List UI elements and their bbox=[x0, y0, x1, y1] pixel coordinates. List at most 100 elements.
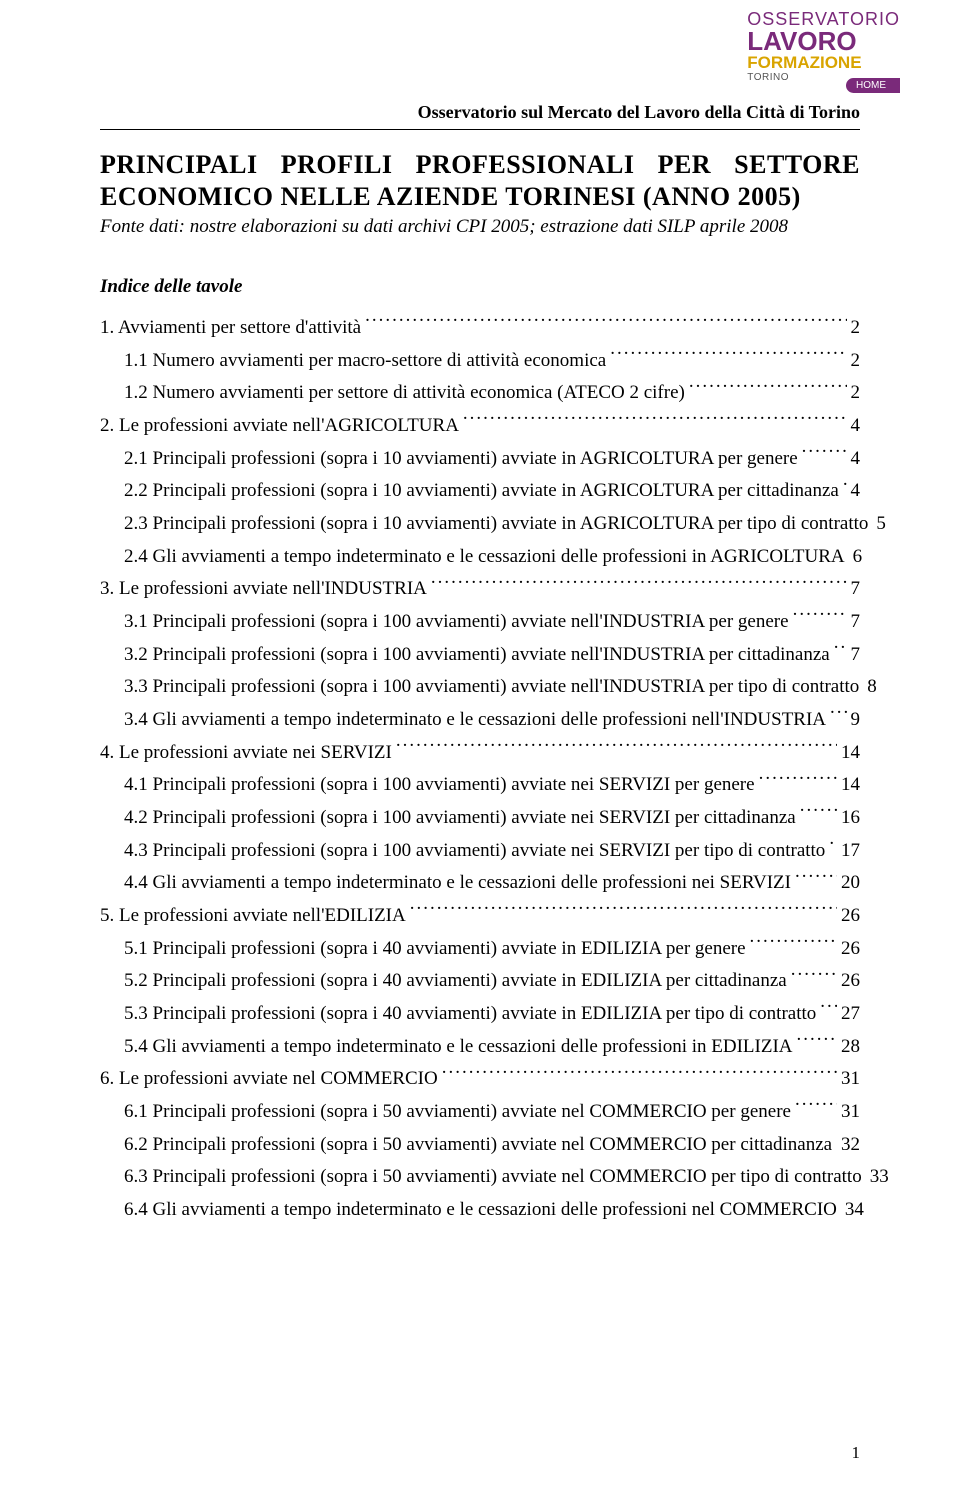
toc-entry[interactable]: 6. Le professioni avviate nel COMMERCIO3… bbox=[100, 1063, 860, 1096]
toc-leader bbox=[793, 608, 847, 627]
page-number: 1 bbox=[852, 1443, 861, 1463]
toc-leader bbox=[802, 445, 847, 464]
toc-entry-page: 33 bbox=[870, 1161, 889, 1194]
toc-entry[interactable]: 5.2 Principali professioni (sopra i 40 a… bbox=[100, 965, 860, 998]
toc-entry[interactable]: 4.4 Gli avviamenti a tempo indeterminato… bbox=[100, 867, 860, 900]
toc-entry-page: 26 bbox=[841, 965, 860, 998]
toc-entry[interactable]: 6.4 Gli avviamenti a tempo indeterminato… bbox=[100, 1194, 860, 1227]
toc-entry-page: 26 bbox=[841, 933, 860, 966]
toc-entry-page: 7 bbox=[851, 573, 861, 606]
toc-entry[interactable]: 3.1 Principali professioni (sopra i 100 … bbox=[100, 606, 860, 639]
toc-leader bbox=[610, 347, 846, 366]
toc-entry-label: 5.4 Gli avviamenti a tempo indeterminato… bbox=[124, 1031, 793, 1064]
toc-entry-label: 1.1 Numero avviamenti per macro-settore … bbox=[124, 345, 606, 378]
logo: OSSERVATORIO LAVORO FORMAZIONE TORINO bbox=[747, 10, 900, 83]
toc-entry-label: 5.3 Principali professioni (sopra i 40 a… bbox=[124, 998, 816, 1031]
toc-entry-label: 2. Le professioni avviate nell'AGRICOLTU… bbox=[100, 410, 459, 443]
toc-leader bbox=[463, 412, 847, 431]
toc-entry[interactable]: 5.1 Principali professioni (sopra i 40 a… bbox=[100, 933, 860, 966]
toc-entry[interactable]: 5. Le professioni avviate nell'EDILIZIA2… bbox=[100, 900, 860, 933]
toc-entry[interactable]: 1.1 Numero avviamenti per macro-settore … bbox=[100, 345, 860, 378]
toc-entry[interactable]: 1. Avviamenti per settore d'attività2 bbox=[100, 312, 860, 345]
toc-entry[interactable]: 3.2 Principali professioni (sopra i 100 … bbox=[100, 639, 860, 672]
page-subheader: Osservatorio sul Mercato del Lavoro dell… bbox=[100, 102, 860, 130]
toc-entry-label: 6.4 Gli avviamenti a tempo indeterminato… bbox=[124, 1194, 837, 1227]
toc-entry-label: 2.1 Principali professioni (sopra i 10 a… bbox=[124, 443, 798, 476]
home-button[interactable]: HOME bbox=[846, 78, 900, 93]
toc-entry-label: 5.1 Principali professioni (sopra i 40 a… bbox=[124, 933, 746, 966]
toc-leader bbox=[795, 1098, 837, 1117]
toc-entry-page: 2 bbox=[851, 312, 861, 345]
toc-entry-label: 4.4 Gli avviamenti a tempo indeterminato… bbox=[124, 867, 791, 900]
toc-leader bbox=[797, 1033, 838, 1052]
toc-leader bbox=[410, 902, 837, 921]
toc-entry-page: 7 bbox=[851, 606, 861, 639]
toc-entry-label: 3. Le professioni avviate nell'INDUSTRIA bbox=[100, 573, 427, 606]
toc-entry-page: 8 bbox=[867, 671, 877, 704]
toc-entry[interactable]: 2.3 Principali professioni (sopra i 10 a… bbox=[100, 508, 860, 541]
toc-entry-label: 3.3 Principali professioni (sopra i 100 … bbox=[124, 671, 859, 704]
toc-entry[interactable]: 6.2 Principali professioni (sopra i 50 a… bbox=[100, 1129, 860, 1162]
toc-entry[interactable]: 4.2 Principali professioni (sopra i 100 … bbox=[100, 802, 860, 835]
source-citation: Fonte dati: nostre elaborazioni su dati … bbox=[100, 216, 860, 238]
toc-entry-page: 14 bbox=[841, 769, 860, 802]
toc-leader bbox=[791, 967, 837, 986]
toc-heading: Indice delle tavole bbox=[100, 276, 860, 298]
toc-leader bbox=[820, 1000, 837, 1019]
toc-entry-page: 31 bbox=[841, 1096, 860, 1129]
toc-entry-page: 7 bbox=[851, 639, 861, 672]
toc-leader bbox=[750, 935, 837, 954]
toc-entry-page: 2 bbox=[851, 377, 861, 410]
toc-entry-label: 2.3 Principali professioni (sopra i 10 a… bbox=[124, 508, 868, 541]
toc-entry-label: 4.3 Principali professioni (sopra i 100 … bbox=[124, 835, 825, 868]
toc-leader bbox=[431, 575, 847, 594]
toc-entry-page: 20 bbox=[841, 867, 860, 900]
toc-entry-page: 27 bbox=[841, 998, 860, 1031]
toc-entry-page: 9 bbox=[851, 704, 861, 737]
toc-entry[interactable]: 6.1 Principali professioni (sopra i 50 a… bbox=[100, 1096, 860, 1129]
toc-entry-label: 6.2 Principali professioni (sopra i 50 a… bbox=[124, 1129, 832, 1162]
toc-entry[interactable]: 2.4 Gli avviamenti a tempo indeterminato… bbox=[100, 541, 860, 574]
toc-entry[interactable]: 2. Le professioni avviate nell'AGRICOLTU… bbox=[100, 410, 860, 443]
toc-leader bbox=[365, 314, 846, 333]
toc-entry-label: 5. Le professioni avviate nell'EDILIZIA bbox=[100, 900, 406, 933]
toc-entry-label: 1.2 Numero avviamenti per settore di att… bbox=[124, 377, 685, 410]
toc-leader bbox=[795, 869, 837, 888]
toc-entry-label: 4.1 Principali professioni (sopra i 100 … bbox=[124, 769, 755, 802]
toc-leader bbox=[759, 771, 837, 790]
toc-entry[interactable]: 5.4 Gli avviamenti a tempo indeterminato… bbox=[100, 1031, 860, 1064]
toc-entry-label: 3.1 Principali professioni (sopra i 100 … bbox=[124, 606, 789, 639]
toc-entry-page: 31 bbox=[841, 1063, 860, 1096]
toc-entry-page: 4 bbox=[851, 410, 861, 443]
toc-entry[interactable]: 4. Le professioni avviate nei SERVIZI 14 bbox=[100, 737, 860, 770]
toc-entry[interactable]: 3.4 Gli avviamenti a tempo indeterminato… bbox=[100, 704, 860, 737]
toc-entry-label: 4. Le professioni avviate nei SERVIZI bbox=[100, 737, 392, 770]
toc-entry-page: 5 bbox=[876, 508, 886, 541]
toc-entry-page: 14 bbox=[841, 737, 860, 770]
toc-entry-page: 4 bbox=[851, 443, 861, 476]
toc-leader bbox=[689, 379, 847, 398]
toc-entry[interactable]: 3. Le professioni avviate nell'INDUSTRIA… bbox=[100, 573, 860, 606]
toc-entry-page: 34 bbox=[845, 1194, 864, 1227]
toc-entry-page: 32 bbox=[841, 1129, 860, 1162]
toc-entry[interactable]: 5.3 Principali professioni (sopra i 40 a… bbox=[100, 998, 860, 1031]
toc-leader bbox=[830, 706, 846, 725]
toc-entry[interactable]: 4.1 Principali professioni (sopra i 100 … bbox=[100, 769, 860, 802]
toc-leader bbox=[442, 1065, 837, 1084]
toc-entry-label: 3.2 Principali professioni (sopra i 100 … bbox=[124, 639, 830, 672]
page-content: PRINCIPALI PROFILI PROFESSIONALI PER SET… bbox=[100, 150, 860, 1227]
toc-entry[interactable]: 3.3 Principali professioni (sopra i 100 … bbox=[100, 671, 860, 704]
toc-entry[interactable]: 6.3 Principali professioni (sopra i 50 a… bbox=[100, 1161, 860, 1194]
document-title-line1: PRINCIPALI PROFILI PROFESSIONALI PER SET… bbox=[100, 150, 860, 180]
toc-entry-page: 28 bbox=[841, 1031, 860, 1064]
toc-leader bbox=[800, 804, 837, 823]
toc-leader bbox=[829, 837, 837, 856]
toc-leader bbox=[843, 477, 847, 496]
toc-entry[interactable]: 1.2 Numero avviamenti per settore di att… bbox=[100, 377, 860, 410]
toc-entry-label: 6.3 Principali professioni (sopra i 50 a… bbox=[124, 1161, 862, 1194]
toc-leader bbox=[834, 641, 847, 660]
document-title-line2: ECONOMICO NELLE AZIENDE TORINESI (ANNO 2… bbox=[100, 182, 860, 212]
toc-entry[interactable]: 2.2 Principali professioni (sopra i 10 a… bbox=[100, 475, 860, 508]
toc-entry[interactable]: 4.3 Principali professioni (sopra i 100 … bbox=[100, 835, 860, 868]
toc-entry[interactable]: 2.1 Principali professioni (sopra i 10 a… bbox=[100, 443, 860, 476]
